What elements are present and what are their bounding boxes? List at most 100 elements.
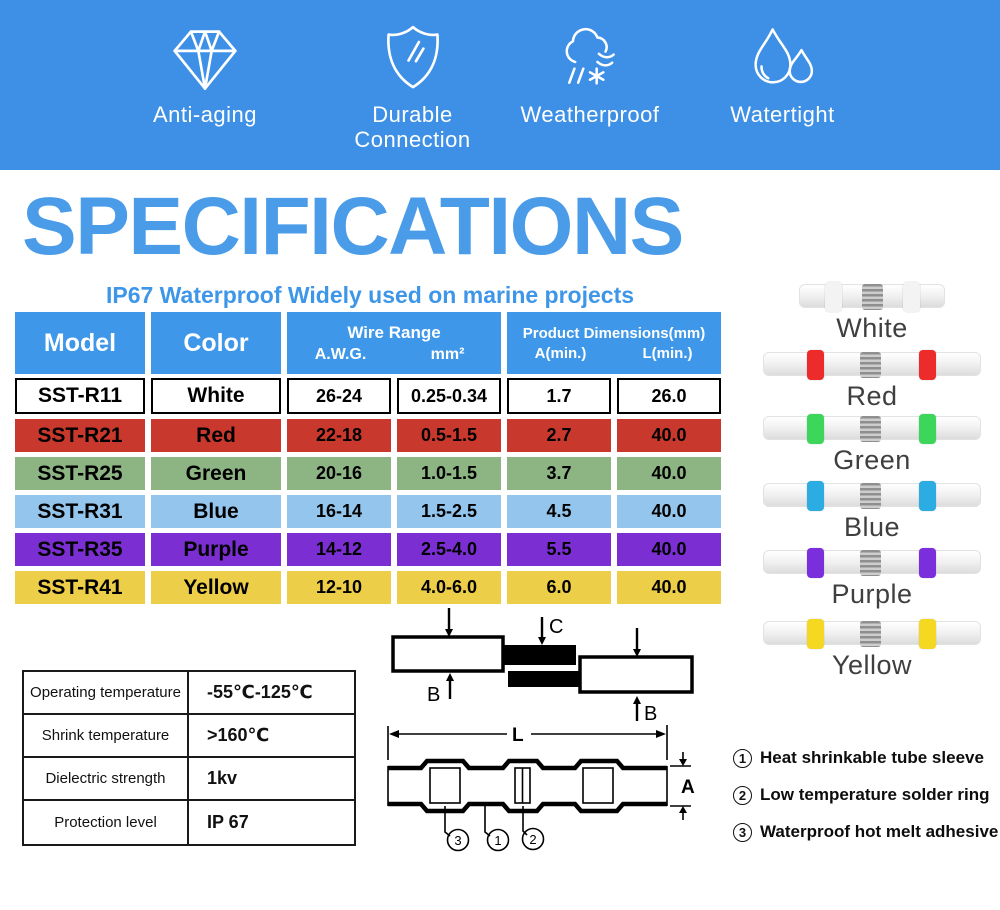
cell-model: SST-R21	[15, 419, 145, 452]
color-band	[919, 414, 936, 444]
storm-cloud-icon	[565, 27, 615, 85]
page-subtitle: IP67 Waterproof Widely used on marine pr…	[105, 282, 635, 308]
feature-label: Weatherproof	[520, 102, 660, 127]
dim-label-l: L	[512, 725, 524, 746]
connector-sample-red: Red	[752, 350, 992, 412]
legend-text: Heat shrinkable tube sleeve	[760, 748, 984, 767]
cell-a-min: 5.5	[507, 533, 611, 566]
dim-label-b-right: B	[644, 703, 657, 725]
cell-awg: 14-12	[287, 533, 391, 566]
color-band	[807, 481, 824, 511]
cell-awg: 20-16	[287, 457, 391, 490]
col-header-a-min: A(min.)	[534, 344, 587, 362]
cell-color: Purple	[151, 533, 281, 566]
wire-range-title: Wire Range	[347, 322, 441, 342]
cell-a-min: 1.7	[507, 378, 611, 414]
feature-label: Anti-aging	[152, 102, 258, 127]
property-value: >160℃	[207, 725, 270, 745]
table-row: Operating temperature -55℃-125℃	[24, 672, 354, 715]
cell-model: SST-R25	[15, 457, 145, 490]
col-header-mm2: mm²	[430, 345, 465, 363]
wire-insulation-left	[391, 635, 505, 673]
property-value: 1kv	[207, 768, 238, 788]
cell-mm2: 0.5-1.5	[397, 419, 501, 452]
cell-a-min: 4.5	[507, 495, 611, 528]
callout-circle-2	[521, 827, 545, 851]
solder-ring	[860, 483, 881, 509]
cell-l-min: 26.0	[617, 378, 721, 414]
adhesive-ring-right	[582, 767, 614, 804]
color-band	[807, 414, 824, 444]
color-band	[903, 282, 920, 312]
tube-bottom-wall	[388, 801, 667, 814]
product-dimensions-title: Product Dimensions(mm)	[522, 324, 706, 342]
cell-a-min: 2.7	[507, 419, 611, 452]
svg-text:3: 3	[454, 833, 461, 848]
feature-anti-aging: Anti-aging	[130, 0, 280, 170]
cell-model: SST-R11	[15, 378, 145, 414]
spec-table-header: Model Color Wire Range A.W.G. mm² Produc…	[15, 312, 721, 374]
legend-text: Low temperature solder ring	[760, 785, 990, 804]
table-row-sst-r21: SST-R21 Red 22-18 0.5-1.5 2.7 40.0	[15, 419, 721, 452]
legend-item: 2 Low temperature solder ring	[733, 785, 998, 805]
cell-color: Red	[151, 419, 281, 452]
cell-color: Blue	[151, 495, 281, 528]
connector-label: Blue	[843, 512, 901, 542]
cell-mm2: 1.5-2.5	[397, 495, 501, 528]
feature-banner: Anti-aging Durable Connection Weatherpro…	[0, 0, 1000, 170]
cell-l-min: 40.0	[617, 457, 721, 490]
feature-watertight: Watertight	[700, 0, 865, 170]
cell-mm2: 4.0-6.0	[397, 571, 501, 604]
feature-label: Watertight	[730, 102, 835, 127]
cell-awg: 16-14	[287, 495, 391, 528]
table-row: Dielectric strength 1kv	[24, 758, 354, 801]
legend-number-3: 3	[733, 822, 752, 842]
water-drops-icon	[753, 28, 813, 84]
cell-color: Green	[151, 457, 281, 490]
property-table: Operating temperature -55℃-125℃ Shrink t…	[22, 670, 356, 846]
cell-awg: 22-18	[287, 419, 391, 452]
legend-item: 1 Heat shrinkable tube sleeve	[733, 748, 998, 768]
connector-sample-purple: Purple	[752, 548, 992, 610]
spec-table: Model Color Wire Range A.W.G. mm² Produc…	[15, 312, 721, 604]
table-row-sst-r31: SST-R31 Blue 16-14 1.5-2.5 4.5 40.0	[15, 495, 721, 528]
svg-text:2: 2	[529, 832, 536, 847]
tube-top-wall	[388, 758, 667, 771]
col-header-color: Color	[151, 312, 281, 374]
dim-label-b-left: B	[427, 684, 440, 706]
color-band	[919, 481, 936, 511]
cell-model: SST-R35	[15, 533, 145, 566]
property-label: Operating temperature	[24, 672, 189, 713]
cell-color: White	[151, 378, 281, 414]
table-row-sst-r25: SST-R25 Green 20-16 1.0-1.5 3.7 40.0	[15, 457, 721, 490]
color-band	[919, 350, 936, 380]
col-header-awg: A.W.G.	[314, 345, 367, 363]
bare-conductor-upper	[502, 645, 576, 665]
connector-sample-green: Green	[752, 414, 992, 476]
cell-l-min: 40.0	[617, 495, 721, 528]
color-band	[919, 548, 936, 578]
diamond-gem-icon	[173, 30, 237, 90]
legend-number-2: 2	[733, 785, 752, 805]
connector-section-diagram: L A 3 1 2	[387, 725, 695, 852]
property-label: Protection level	[24, 801, 189, 844]
cell-model: SST-R31	[15, 495, 145, 528]
connector-tube	[799, 282, 945, 312]
cell-a-min: 6.0	[507, 571, 611, 604]
connector-tube	[763, 350, 981, 380]
color-band	[807, 619, 824, 649]
parts-legend: 1 Heat shrinkable tube sleeve 2 Low temp…	[733, 748, 998, 842]
cell-l-min: 40.0	[617, 419, 721, 452]
svg-text:1: 1	[494, 833, 501, 848]
feature-durable-connection: Durable Connection	[335, 0, 490, 170]
legend-text: Waterproof hot melt adhesive	[760, 822, 999, 841]
cell-color: Yellow	[151, 571, 281, 604]
table-row-sst-r41: SST-R41 Yellow 12-10 4.0-6.0 6.0 40.0	[15, 571, 721, 604]
property-value: -55℃-125℃	[207, 682, 313, 702]
table-row-sst-r35: SST-R35 Purple 14-12 2.5-4.0 5.5 40.0	[15, 533, 721, 566]
dim-label-a: A	[681, 777, 695, 798]
legend-number-1: 1	[733, 748, 752, 768]
connector-sample-yellow: Yellow	[752, 619, 992, 681]
property-label: Dielectric strength	[24, 758, 189, 799]
solder-ring	[860, 352, 881, 378]
